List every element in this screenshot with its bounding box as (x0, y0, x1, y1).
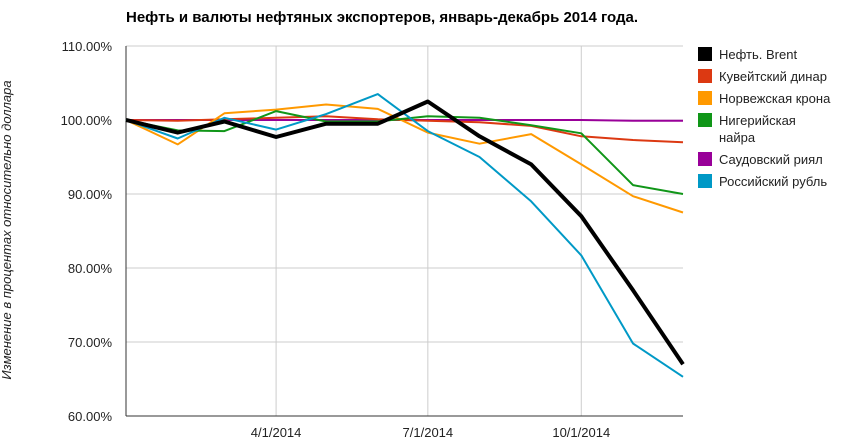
y-axis-label: Изменение в процентах относительно долла… (0, 80, 14, 379)
y-tick-label: 110.00% (62, 39, 113, 54)
legend-item: Кувейтский динар (698, 69, 827, 84)
legend-label: Российский рубль (719, 174, 827, 189)
legend-label: Кувейтский динар (719, 69, 827, 84)
y-tick-label: 100.00% (61, 113, 113, 128)
legend-item: Нигерийская найра (698, 113, 796, 145)
legend-item: Саудовский риял (698, 152, 823, 167)
legend-swatch (698, 91, 712, 105)
series-line-6 (125, 93, 684, 378)
series-line-1 (125, 99, 685, 366)
y-tick-labels: 60.00% 70.00% 80.00% 90.00% 100.00% 110.00% (61, 39, 113, 424)
y-tick-label: 90.00% (68, 187, 113, 202)
legend-item: Российский рубль (698, 174, 827, 189)
series-line-3 (125, 103, 684, 214)
legend-item: Норвежская крона (698, 91, 831, 106)
y-tick-label: 80.00% (68, 261, 113, 276)
grid-lines (126, 45, 683, 416)
y-tick-label: 60.00% (68, 409, 113, 424)
legend-swatch (698, 113, 712, 127)
axes (125, 46, 683, 417)
legend-item: Нефть. Brent (698, 47, 797, 62)
series-line-4 (125, 110, 684, 195)
chart-title: Нефть и валюты нефтяных экспортеров, янв… (126, 9, 638, 26)
series-lines (125, 93, 685, 378)
legend-label: Нигерийская найра (719, 113, 796, 145)
x-tick-label: 7/1/2014 (403, 425, 454, 440)
legend-label: Саудовский риял (719, 152, 823, 167)
x-tick-labels: 4/1/2014 7/1/2014 10/1/2014 (251, 425, 610, 440)
legend-swatch (698, 47, 712, 61)
x-tick-label: 4/1/2014 (251, 425, 302, 440)
x-tick-label: 10/1/2014 (552, 425, 610, 440)
y-tick-label: 70.00% (68, 335, 113, 350)
legend-swatch (698, 69, 712, 83)
legend: Нефть. Brent Кувейтский динар Норвежская к… (698, 47, 831, 189)
legend-label: Норвежская крона (719, 91, 831, 106)
legend-label: Нефть. Brent (719, 47, 797, 62)
legend-swatch (698, 174, 712, 188)
legend-swatch (698, 152, 712, 166)
